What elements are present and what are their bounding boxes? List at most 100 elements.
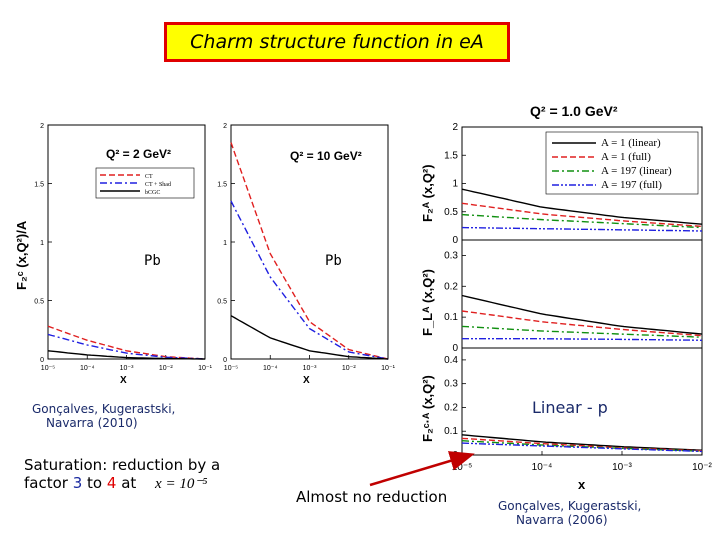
citation-left-line1: Gonçalves, Kugerastski, xyxy=(32,402,176,416)
panel1-pb-label: Pb xyxy=(144,253,161,269)
series-line-a-197-full- xyxy=(462,338,703,341)
factor-at: at xyxy=(116,474,137,492)
x-tick-label: 10⁻⁵ xyxy=(452,462,473,473)
series-line-a-1-linear- xyxy=(461,294,703,335)
y-tick-label: 0 xyxy=(40,357,44,364)
x-tick-label: 10⁻¹ xyxy=(198,365,212,372)
legend-label: bCGC xyxy=(145,190,160,196)
linear-p-label: Linear - p xyxy=(532,398,608,417)
series-line-ct xyxy=(47,325,206,360)
citation-left-line2: Navarra (2010) xyxy=(46,416,138,430)
y-tick-label: 0.1 xyxy=(444,312,458,323)
right-xlabel: x xyxy=(578,477,586,492)
series-line-ct-shad xyxy=(230,200,389,360)
series-line-a-197-full- xyxy=(461,226,703,232)
legend-label: A = 1 (full) xyxy=(601,151,651,163)
y-tick-label: 0.3 xyxy=(444,250,458,261)
left-ylabel: F₂ᶜ (x,Q²)/A xyxy=(14,220,29,290)
x-tick-label: 10⁻³ xyxy=(303,365,317,372)
series-line-a-1-linear- xyxy=(461,188,703,225)
citation-left: Gonçalves, Kugerastski, Navarra (2010) xyxy=(32,402,175,430)
saturation-note: Saturation: reduction by a factor 3 to 4… xyxy=(24,456,220,493)
legend-label: CT xyxy=(145,174,153,180)
legend-label: A = 197 (full) xyxy=(601,179,662,191)
x-condition: x = 10⁻⁵ xyxy=(155,476,208,492)
y-tick-label: 0.4 xyxy=(444,355,458,366)
page-title: Charm structure function in eA xyxy=(164,22,510,62)
citation-right: Gonçalves, Kugerastski, Navarra (2006) xyxy=(498,499,641,527)
panel2-pb-label: Pb xyxy=(325,253,342,269)
series-line-a-1-full- xyxy=(461,437,703,452)
y-tick-label: 0.2 xyxy=(444,402,458,413)
y-tick-label: 0 xyxy=(452,235,458,246)
x-tick-label: 10⁻⁴ xyxy=(80,365,95,372)
y-tick-label: 0.2 xyxy=(444,281,458,292)
factor-high: 4 xyxy=(106,474,117,492)
x-tick-label: 10⁻⁵ xyxy=(224,365,238,372)
x-tick-label: 10⁻³ xyxy=(120,365,134,372)
right-legend-box xyxy=(545,131,699,195)
y-tick-label: 0.5 xyxy=(444,207,458,218)
x-tick-label: 10⁻⁵ xyxy=(41,365,55,372)
series-line-a-1-full- xyxy=(461,310,703,337)
x-tick-label: 10⁻⁴ xyxy=(532,462,553,473)
right-top-ylabel: F₂ᴬ (x,Q²) xyxy=(420,164,435,222)
factor-to: to xyxy=(82,474,107,492)
right-top-frame xyxy=(461,126,703,241)
y-tick-label: 1 xyxy=(223,240,227,247)
series-line-a-1-full- xyxy=(461,202,703,228)
series-line-a-197-linear- xyxy=(461,213,703,229)
y-tick-label: 0 xyxy=(223,357,227,364)
right-mid-frame xyxy=(461,239,703,349)
y-tick-label: 1.5 xyxy=(34,182,44,189)
series-line-a-197-linear- xyxy=(461,325,703,338)
panel2-q2-label: Q² = 10 GeV² xyxy=(290,149,362,163)
series-line-a-197-full- xyxy=(461,442,703,453)
y-tick-label: 0 xyxy=(452,343,458,354)
y-tick-label: 2 xyxy=(223,123,227,130)
series-line-ct xyxy=(230,142,389,360)
series-line-bcgc xyxy=(47,350,205,360)
right-title: Q² = 1.0 GeV² xyxy=(530,103,618,119)
legend-label: A = 197 (linear) xyxy=(601,165,672,177)
y-tick-label: 0 xyxy=(452,450,458,461)
x-tick-label: 10⁻⁴ xyxy=(263,365,278,372)
series-line-a-197-linear- xyxy=(461,440,703,452)
x-tick-label: 10⁻² xyxy=(159,365,173,372)
x-tick-label: 10⁻² xyxy=(342,365,356,372)
factor-low: 3 xyxy=(72,474,83,492)
legend-label: A = 1 (linear) xyxy=(601,137,661,149)
saturation-line1: Saturation: reduction by a xyxy=(24,456,221,474)
panel1-q2-label: Q² = 2 GeV² xyxy=(106,147,171,161)
right-bot-ylabel: F₂ᶜ·ᴬ (x,Q²) xyxy=(420,375,435,442)
legend-label: CT + Shad xyxy=(145,182,171,188)
x-tick-label: 10⁻² xyxy=(692,462,712,473)
series-line-a-1-linear- xyxy=(461,434,703,451)
series-line-bcgc xyxy=(230,315,389,360)
citation-right-line1: Gonçalves, Kugerastski, xyxy=(498,499,642,513)
series-line-ct-shad xyxy=(47,333,206,360)
y-tick-label: 1.5 xyxy=(444,150,458,161)
citation-right-line2: Navarra (2006) xyxy=(516,513,608,527)
y-tick-label: 2 xyxy=(452,122,458,133)
panel1-legend-box xyxy=(95,167,195,199)
y-tick-label: 1.5 xyxy=(217,182,227,189)
page-title-text: Charm structure function in eA xyxy=(190,31,484,53)
arrow-line xyxy=(369,451,475,487)
right-mid-ylabel: F_Lᴬ (x,Q²) xyxy=(420,269,435,336)
left-ylabel-text: F₂ᶜ (x,Q²)/A xyxy=(14,220,29,290)
saturation-line2: factor 3 to 4 at x = 10⁻⁵ xyxy=(24,474,220,493)
panel2-frame xyxy=(230,124,389,360)
factor-prefix: factor xyxy=(24,474,73,492)
panel1-frame xyxy=(47,124,206,360)
x-tick-label: 10⁻¹ xyxy=(381,365,395,372)
y-tick-label: 1 xyxy=(452,179,458,190)
y-tick-label: 0.5 xyxy=(217,299,227,306)
y-tick-label: 0.3 xyxy=(444,379,458,390)
y-tick-label: 2 xyxy=(40,123,44,130)
x-tick-label: 10⁻³ xyxy=(612,462,632,473)
panel1-xlabel: X xyxy=(120,375,127,386)
y-tick-label: 1 xyxy=(40,240,44,247)
almost-no-reduction: Almost no reduction xyxy=(296,488,448,506)
y-tick-label: 0.1 xyxy=(444,426,458,437)
